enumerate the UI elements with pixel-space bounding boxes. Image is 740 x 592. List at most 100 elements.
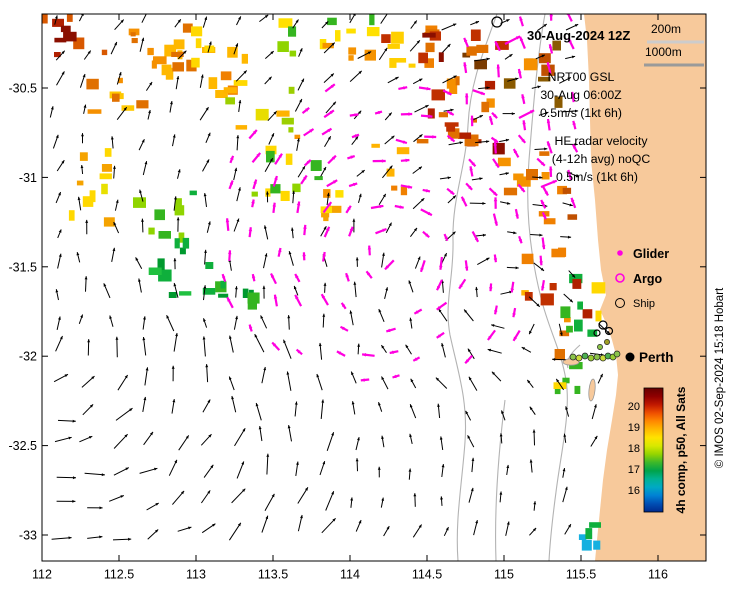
- sst-patch: [595, 310, 602, 322]
- x-tick-label: 115: [494, 568, 514, 582]
- x-tick-label: 114: [340, 568, 360, 582]
- sst-patch: [182, 237, 190, 249]
- colorbar-tick-label: 17: [628, 464, 640, 476]
- sst-patch: [591, 282, 606, 294]
- depth-1000m-label: 1000m: [645, 45, 682, 59]
- sst-patch: [205, 262, 214, 269]
- sst-patch: [151, 60, 157, 69]
- plot-area: [42, 14, 706, 561]
- sst-patch: [577, 301, 583, 310]
- x-axis: 112 112.5 113 113.5 114 114.5 115 115.5 116: [32, 14, 668, 582]
- ship-marker: [491, 16, 503, 28]
- sst-patch: [585, 528, 593, 540]
- sst-patch: [99, 173, 112, 180]
- sst-patch: [148, 227, 155, 235]
- sst-patch: [486, 98, 495, 108]
- sst-patch: [310, 160, 322, 171]
- sst-patch: [112, 93, 120, 102]
- sst-patch: [82, 196, 94, 207]
- sst-patch: [223, 87, 237, 94]
- sst-patch: [503, 187, 518, 196]
- sst-patch: [366, 27, 380, 37]
- y-tick-label: -31.5: [9, 260, 38, 274]
- sst-patch: [587, 329, 598, 337]
- sst-patch: [458, 132, 472, 139]
- sst-patch: [101, 164, 112, 172]
- sst-patch: [387, 43, 400, 49]
- y-tick-label: -33: [19, 529, 37, 543]
- sst-patch: [348, 55, 354, 61]
- timestamp-label: 30-Aug-2024 12Z: [527, 28, 630, 43]
- sst-patch: [147, 47, 154, 56]
- sst-patch: [516, 176, 531, 187]
- sst-patch: [164, 44, 177, 57]
- sst-patch: [292, 183, 301, 193]
- sst-patch: [476, 44, 489, 53]
- sst-patch: [86, 78, 99, 90]
- colorbar-tick-label: 16: [628, 485, 640, 497]
- sst-patch: [578, 534, 587, 540]
- sst-patch: [89, 190, 96, 203]
- plot-frame: [41, 13, 707, 562]
- sst-patch: [255, 108, 269, 121]
- perth-city-marker: [625, 352, 635, 362]
- sst-patch: [566, 325, 573, 333]
- y-tick-label: -32: [19, 350, 37, 364]
- sst-patch: [87, 109, 102, 114]
- scale-arrow-icons: [504, 35, 558, 189]
- sst-patch: [395, 58, 407, 63]
- sst-patch: [202, 288, 216, 295]
- sst-patch: [526, 169, 538, 181]
- x-tick-label: 114.5: [412, 568, 442, 582]
- sst-patch: [220, 71, 232, 81]
- glider-track-point: [593, 353, 601, 361]
- sst-patch: [179, 291, 192, 296]
- sst-patch: [195, 38, 202, 49]
- sst-patch: [66, 14, 73, 22]
- sst-patch: [235, 125, 248, 130]
- sst-patch: [121, 105, 135, 111]
- sst-patch: [427, 108, 435, 119]
- ship-marker: [604, 326, 614, 336]
- sst-patch: [541, 64, 555, 76]
- sst-patch: [371, 143, 380, 148]
- sst-patch: [136, 100, 149, 109]
- sst-patch: [408, 63, 416, 68]
- sst-patch: [438, 112, 448, 118]
- sst-patch: [280, 190, 290, 201]
- sst-patch: [346, 28, 356, 34]
- sst-patch: [276, 110, 290, 117]
- sst-patch: [241, 53, 248, 64]
- perth-city-label: Perth: [639, 350, 674, 365]
- nrt-time: 30-Aug 06:00Z: [540, 88, 622, 102]
- ship-legend-label: Ship: [633, 298, 655, 310]
- land-region: [584, 14, 706, 561]
- x-tick-label: 116: [648, 568, 668, 582]
- sst-patch: [381, 34, 391, 43]
- sst-patch: [168, 292, 177, 298]
- glider-track-point: [569, 353, 577, 361]
- colorbar-label: 4h comp, p50, All Sats: [674, 386, 688, 513]
- sst-patch: [189, 190, 197, 196]
- sst-patch: [42, 14, 48, 24]
- colorbar-tick-label: 19: [628, 422, 640, 434]
- sst-patch: [541, 172, 550, 180]
- nrt-title: NRT00 GSL: [548, 70, 615, 84]
- sst-patch: [191, 26, 203, 37]
- sst-patch: [425, 42, 435, 53]
- sst-patch: [424, 58, 434, 68]
- sst-patch: [495, 41, 509, 50]
- sst-patch: [281, 117, 294, 125]
- sst-patch: [466, 46, 477, 56]
- sst-patch: [242, 288, 249, 298]
- sst-patch: [288, 86, 295, 94]
- sst-patch: [220, 280, 226, 289]
- sst-patch: [396, 147, 410, 155]
- nrt-scale: 0.5m/s (1kt 6h): [540, 106, 622, 120]
- sst-patch: [554, 349, 565, 361]
- sst-patch: [559, 330, 570, 337]
- sst-patch: [484, 80, 496, 90]
- sst-patch: [323, 209, 329, 222]
- sst-patch: [389, 58, 397, 68]
- sst-patch: [558, 247, 567, 257]
